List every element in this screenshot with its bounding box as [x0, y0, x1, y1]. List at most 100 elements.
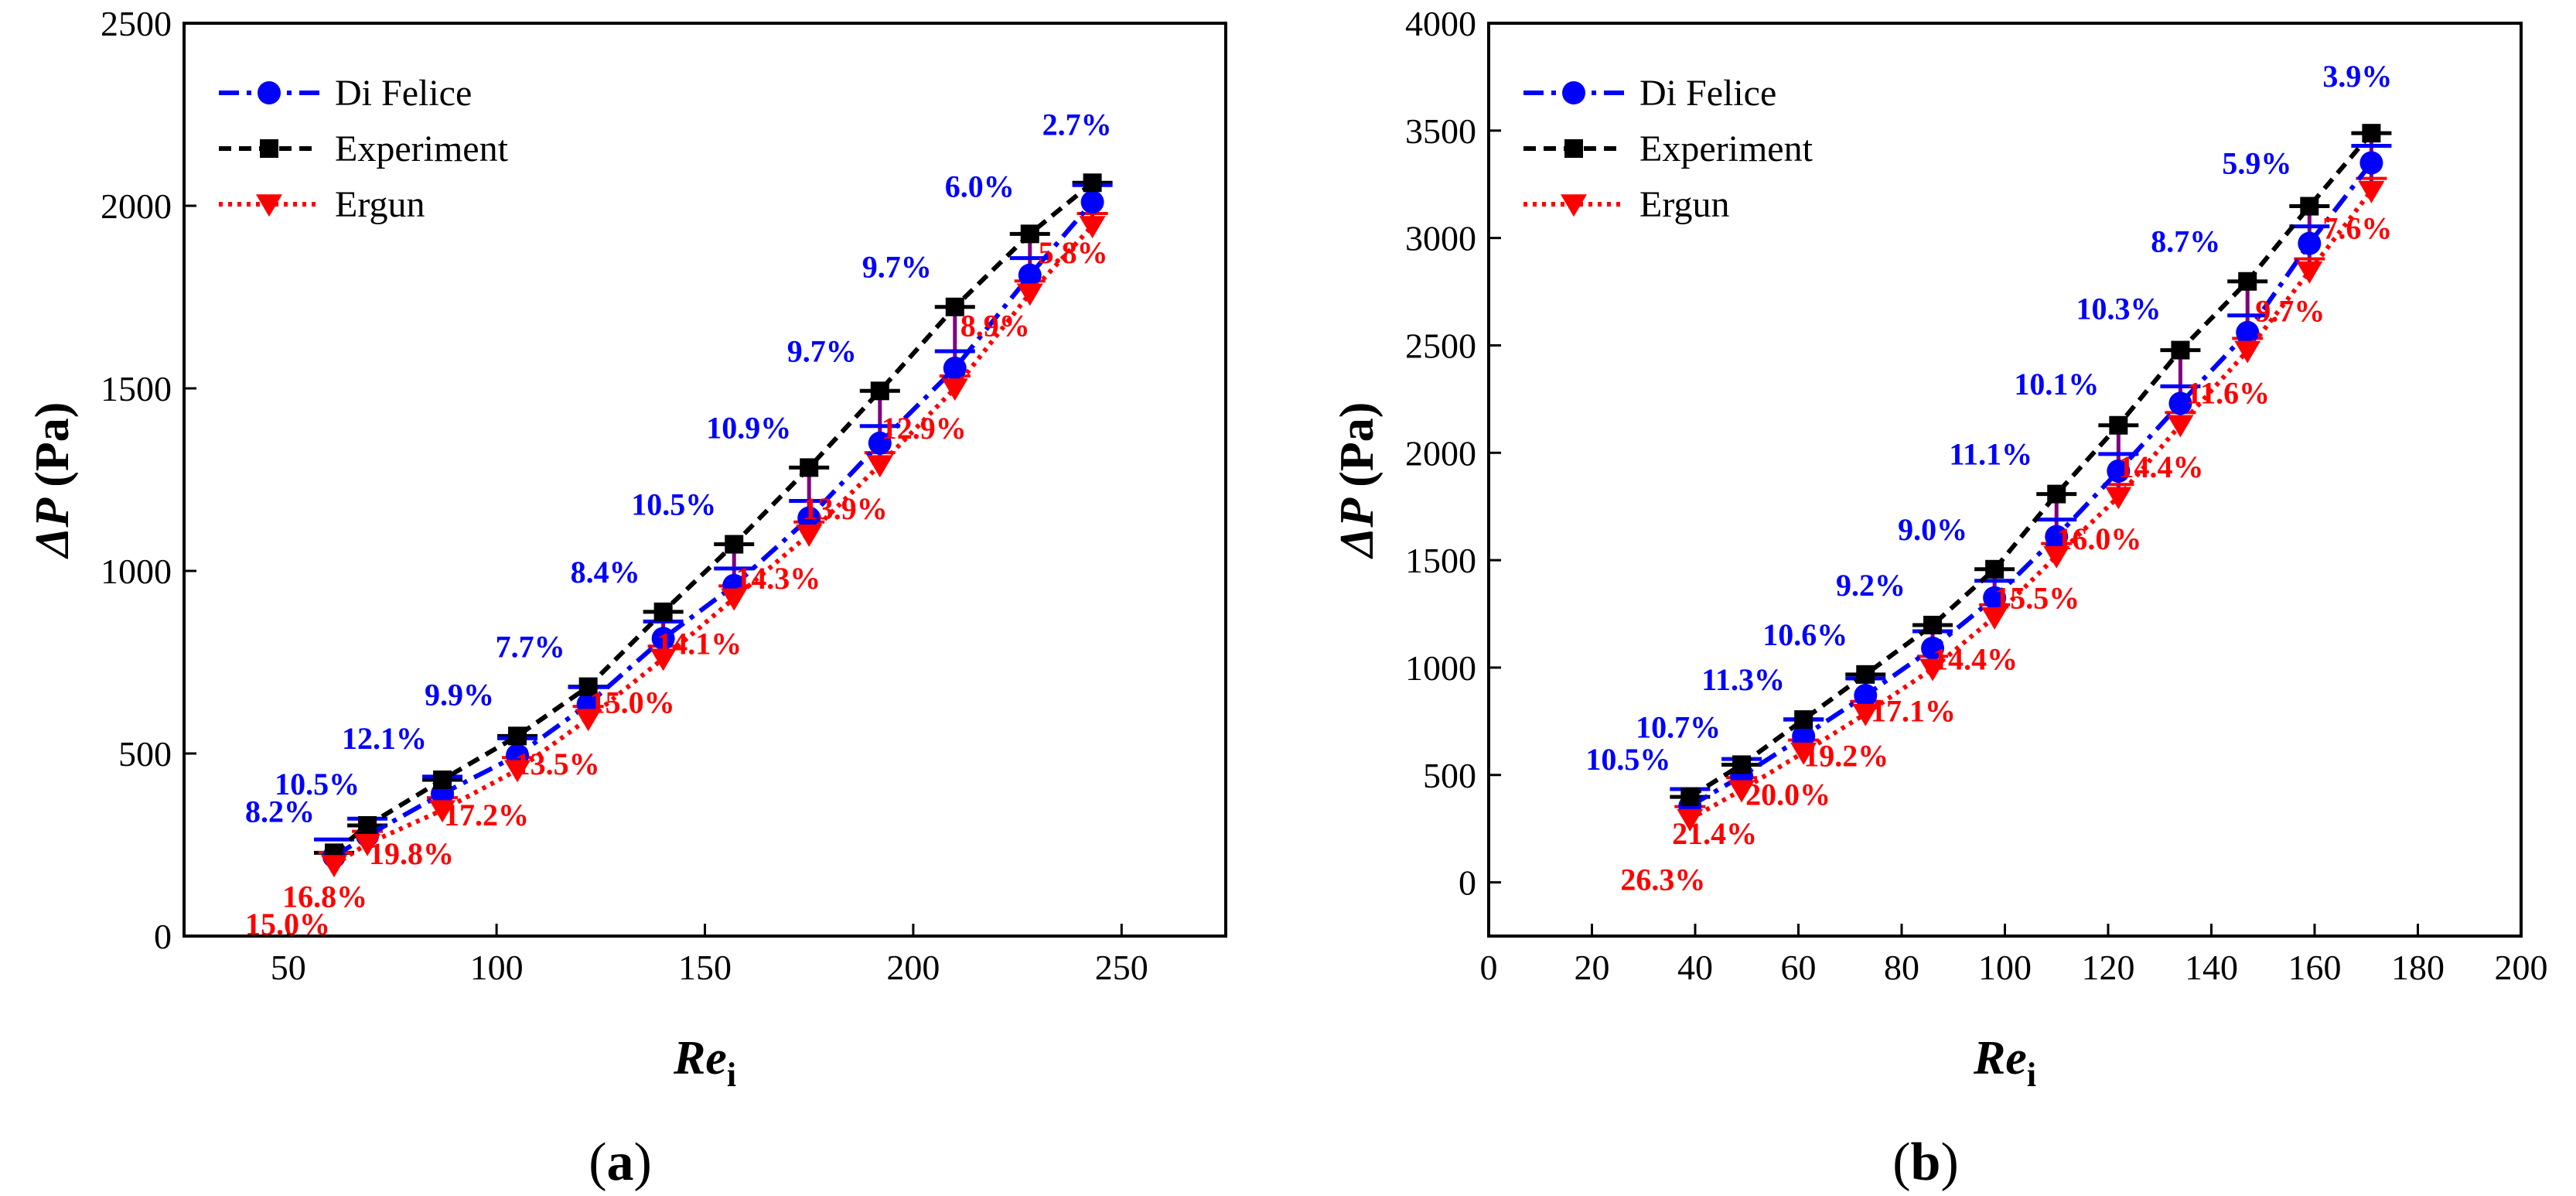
data-point-di-felice — [943, 357, 967, 381]
y-tick-label: 2500 — [1405, 326, 1476, 365]
x-tick-label: 200 — [886, 948, 940, 987]
series-line-ergun — [333, 224, 1094, 867]
data-point-ergun — [796, 525, 823, 547]
data-point-ergun — [941, 378, 968, 402]
data-point-ergun — [2358, 180, 2385, 203]
ergun-error-label: 13.9% — [803, 491, 888, 526]
legend-marker-experiment — [260, 139, 278, 158]
ergun-error-label: 13.5% — [515, 747, 600, 781]
x-tick-label: 140 — [2185, 948, 2238, 987]
panel-label-close-paren: ) — [1940, 1133, 1958, 1192]
x-tick-label: 120 — [2082, 948, 2135, 987]
ergun-error-label: 11.6% — [2186, 375, 2270, 410]
data-point-experiment — [2362, 124, 2381, 143]
y-tick-label: 2000 — [1405, 433, 1476, 473]
y-tick-label: 1000 — [101, 552, 172, 591]
ergun-error-label: 26.3% — [1620, 863, 1705, 897]
data-point-experiment — [578, 677, 598, 696]
data-point-ergun — [721, 588, 748, 611]
data-point-di-felice — [2168, 391, 2192, 415]
x-tick-label: 250 — [1095, 948, 1148, 987]
legend-label-experiment: Experiment — [335, 128, 509, 169]
data-point-experiment — [1083, 173, 1102, 193]
series-line-experiment — [333, 180, 1094, 855]
panel-label: (a) — [589, 1133, 652, 1192]
ergun-error-label: 16.8% — [282, 880, 367, 914]
ergun-error-label: 15.0% — [590, 685, 675, 719]
y-tick-label: 3500 — [1405, 111, 1476, 151]
di-felice-error-label: 12.1% — [342, 721, 427, 756]
series-line-di-felice — [1688, 161, 2373, 808]
data-point-ergun — [2105, 487, 2132, 510]
di-felice-error-label: 11.3% — [1701, 662, 1785, 697]
ergun-error-label: 5.8% — [1039, 235, 1108, 270]
data-point-ergun — [1728, 780, 1755, 803]
di-felice-error-label: 10.5% — [1585, 742, 1670, 777]
data-point-ergun — [320, 855, 347, 878]
legend-label-di-felice: Di Felice — [335, 73, 472, 114]
data-point-di-felice — [2298, 231, 2322, 255]
y-tick-label: 1500 — [101, 369, 172, 408]
data-point-di-felice — [1080, 190, 1104, 214]
data-point-ergun — [2234, 340, 2261, 364]
y-tick-label: 1000 — [1405, 648, 1476, 688]
di-felice-error-label: 7.7% — [496, 630, 565, 665]
data-point-ergun — [504, 760, 531, 783]
series-line-di-felice — [333, 200, 1094, 859]
panel-label-letter: a — [607, 1133, 634, 1192]
data-point-di-felice — [651, 627, 675, 651]
y-tick-label: 500 — [1423, 756, 1476, 795]
x-axis-label: Rei — [673, 1032, 736, 1094]
data-point-ergun — [1016, 283, 1043, 306]
legend-marker-di-felice — [1562, 81, 1585, 104]
x-tick-label: 0 — [1480, 948, 1498, 987]
data-point-di-felice — [2045, 525, 2069, 548]
x-axis-label-sub: i — [727, 1056, 736, 1094]
legend: Di Felice Experiment Ergun — [219, 73, 509, 225]
series-line-experiment — [1688, 132, 2373, 799]
y-axis-label: ΔP (Pa) — [1331, 402, 1384, 560]
data-point-experiment — [1923, 615, 1943, 634]
ergun-error-label: 19.2% — [1803, 739, 1888, 774]
di-felice-error-label: 8.2% — [245, 794, 315, 829]
legend-marker-ergun — [1561, 194, 1587, 217]
ergun-error-label: 12.9% — [882, 411, 967, 446]
data-point-ergun — [429, 800, 456, 823]
di-felice-error-label: 11.1% — [1949, 437, 2032, 472]
ergun-error-label: 14.3% — [735, 561, 821, 596]
data-point-ergun — [1919, 658, 1947, 682]
y-axis-label-main: ΔP — [1331, 497, 1384, 560]
panel-label-close-paren: ) — [634, 1133, 652, 1192]
di-felice-error-label: 9.9% — [425, 677, 494, 712]
data-point-experiment — [1680, 788, 1700, 807]
di-felice-error-label: 8.7% — [2151, 224, 2220, 259]
data-point-experiment — [725, 535, 744, 554]
data-point-ergun — [866, 455, 893, 478]
legend-label-di-felice: Di Felice — [1639, 73, 1776, 114]
di-felice-error-label: 10.7% — [1636, 709, 1721, 744]
ergun-error-label: 14.4% — [1933, 642, 2018, 677]
y-axis-label-unit: (Pa) — [1331, 402, 1384, 487]
data-point-di-felice — [1921, 636, 1945, 660]
y-tick-label: 1500 — [1405, 541, 1476, 580]
ergun-error-label: 21.4% — [1672, 816, 1757, 851]
di-felice-error-label: 10.9% — [706, 410, 791, 445]
x-axis-label-main: Re — [673, 1032, 727, 1085]
x-tick-label: 150 — [678, 948, 732, 987]
y-axis-label-unit: (Pa) — [26, 402, 79, 487]
x-tick-label: 100 — [1978, 948, 2032, 987]
y-tick-label: 0 — [1459, 863, 1476, 903]
data-point-ergun — [575, 709, 602, 732]
y-tick-label: 500 — [118, 734, 172, 774]
di-felice-error-label: 8.4% — [571, 555, 640, 589]
data-point-di-felice — [868, 431, 892, 455]
data-point-ergun — [1981, 607, 2008, 630]
data-point-experiment — [2238, 272, 2257, 291]
data-point-experiment — [358, 815, 377, 835]
panel-a-chart: 0 500 1000 1500 2000 2500 50 100 150 200 250 Rei ΔP (… — [26, 4, 1227, 1192]
data-point-experiment — [508, 726, 527, 746]
x-tick-label: 40 — [1677, 948, 1713, 987]
data-point-di-felice — [2236, 320, 2260, 344]
ergun-error-label: 20.0% — [1745, 777, 1830, 812]
